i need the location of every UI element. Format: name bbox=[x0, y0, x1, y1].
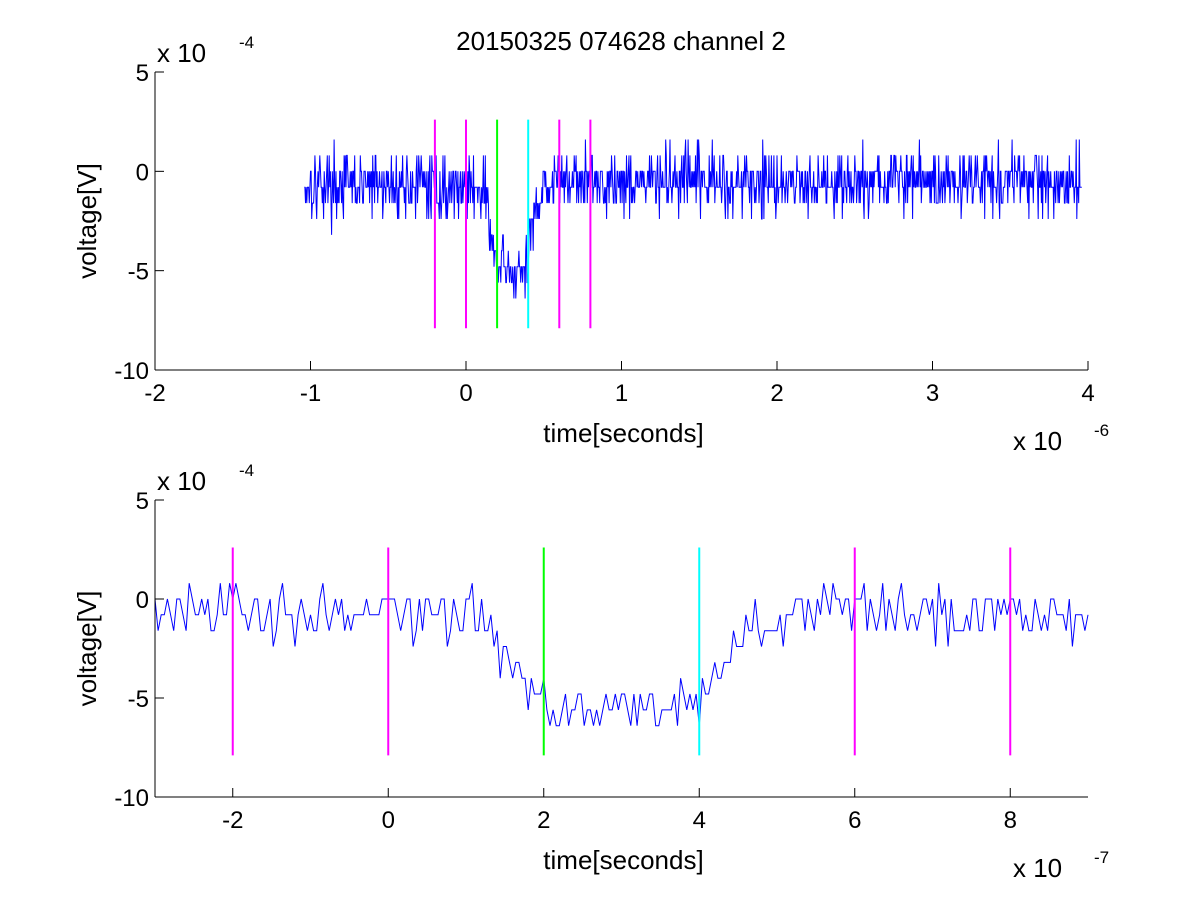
top-x-tick-label: 3 bbox=[926, 380, 939, 407]
top-signal-line bbox=[304, 139, 1082, 299]
top-x-axis-label: time[seconds] bbox=[543, 418, 703, 448]
top-y-tick-label: -5 bbox=[128, 259, 149, 286]
top-x-tick-label: 4 bbox=[1081, 380, 1094, 407]
top-y-exponent: x 10 bbox=[157, 38, 206, 68]
bottom-signal-line bbox=[154, 583, 1089, 727]
top-y-tick-label: 5 bbox=[136, 60, 149, 87]
top-y-exponent-power: -4 bbox=[239, 33, 254, 52]
top-x-tick-label: 0 bbox=[459, 380, 472, 407]
bottom-y-tick-label: -10 bbox=[114, 785, 149, 812]
bottom-y-tick-label: -5 bbox=[128, 686, 149, 713]
top-x-tick-label: 2 bbox=[770, 380, 783, 407]
top-y-tick-label: 0 bbox=[136, 159, 149, 186]
bottom-x-tick-label: 8 bbox=[1004, 807, 1017, 834]
bottom-plot-panel: -2 0 2 4 6 8 5 0 -5 -10 time[seconds] voltage[V] x 1… bbox=[72, 461, 1109, 883]
top-y-axis-label: voltage[V] bbox=[72, 163, 102, 279]
bottom-y-axis-label: voltage[V] bbox=[72, 591, 102, 707]
bottom-x-tick-label: -2 bbox=[222, 807, 243, 834]
figure-title: 20150325 074628 channel 2 bbox=[456, 26, 786, 56]
bottom-x-tick-label: 6 bbox=[848, 807, 861, 834]
bottom-x-exponent: x 10 bbox=[1013, 853, 1062, 883]
bottom-x-tick-label: 2 bbox=[537, 807, 550, 834]
bottom-x-tick-label: 4 bbox=[693, 807, 706, 834]
top-plot-panel: -2 -1 0 1 2 3 450-5-10time[seconds]voltage[V]x… bbox=[72, 33, 1109, 456]
top-x-exponent: x 10 bbox=[1013, 426, 1062, 456]
bottom-x-axis-label: time[seconds] bbox=[543, 845, 703, 875]
bottom-y-exponent-power: -4 bbox=[239, 461, 254, 480]
bottom-y-exponent: x 10 bbox=[157, 466, 206, 496]
top-x-tick-label: 1 bbox=[615, 380, 628, 407]
bottom-x-exponent-power: -7 bbox=[1094, 848, 1109, 867]
top-x-tick-label: -2 bbox=[144, 380, 165, 407]
bottom-y-tick-label: 5 bbox=[136, 488, 149, 515]
top-x-tick-label: -1 bbox=[300, 380, 321, 407]
bottom-x-tick-label: 0 bbox=[382, 807, 395, 834]
bottom-y-tick-label: 0 bbox=[136, 587, 149, 614]
top-x-exponent-power: -6 bbox=[1094, 421, 1109, 440]
top-y-tick-label: -10 bbox=[114, 358, 149, 385]
